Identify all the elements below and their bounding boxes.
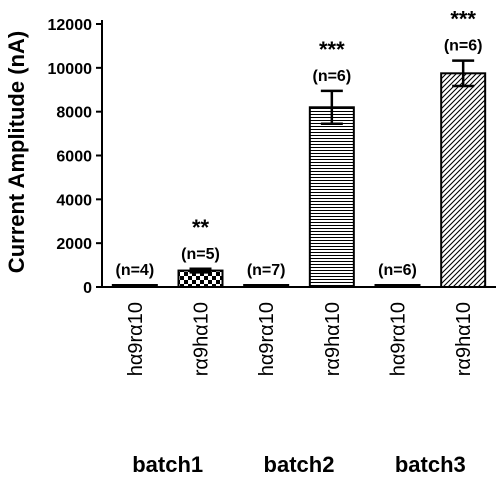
bar [308,106,355,288]
y-tick-label: 12000 [48,17,93,34]
y-tick-label: 0 [83,280,92,297]
y-axis-label: Current Amplitude (nA) [4,31,29,273]
group-label: batch2 [264,452,335,477]
x-tick-label: hα9rα10 [388,302,410,376]
y-tick-label: 8000 [56,105,92,122]
bar [111,284,158,288]
bar [440,72,487,288]
x-tick-label: hα9rα10 [125,302,147,376]
group-label: batch3 [395,452,466,477]
n-label: (n=7) [247,262,286,279]
annotations: (n=4) (n=5) ** (n=7) (n=6) *** (n=6) (n=6) *** [115,7,482,279]
x-tick-label: rα9hα10 [191,302,213,376]
significance-label: *** [319,37,345,62]
bar [243,284,290,288]
n-label: (n=6) [378,262,417,279]
y-tick-label: 4000 [56,192,92,209]
x-tick-label: rα9hα10 [322,302,344,376]
y-tick-label: 2000 [56,236,92,253]
n-label: (n=5) [181,246,220,263]
y-ticks: 0 2000 4000 6000 8000 10000 12000 [48,17,102,297]
group-labels: batch1 batch2 batch3 [132,452,466,477]
x-tick-labels: hα9rα10 rα9hα10 hα9rα10 rα9hα10 hα9rα10 rα9hα… [125,302,475,376]
bar [374,284,421,288]
significance-label: ** [192,215,210,240]
x-tick-label: rα9hα10 [453,302,475,376]
x-tick-label: hα9rα10 [256,302,278,376]
axes [101,20,496,288]
group-label: batch1 [132,452,203,477]
n-label: (n=6) [444,38,483,55]
n-label: (n=4) [115,262,154,279]
significance-label: *** [450,7,476,32]
bars [111,59,487,288]
y-tick-label: 10000 [48,61,93,78]
y-tick-label: 6000 [56,149,92,166]
n-label: (n=6) [312,68,351,85]
